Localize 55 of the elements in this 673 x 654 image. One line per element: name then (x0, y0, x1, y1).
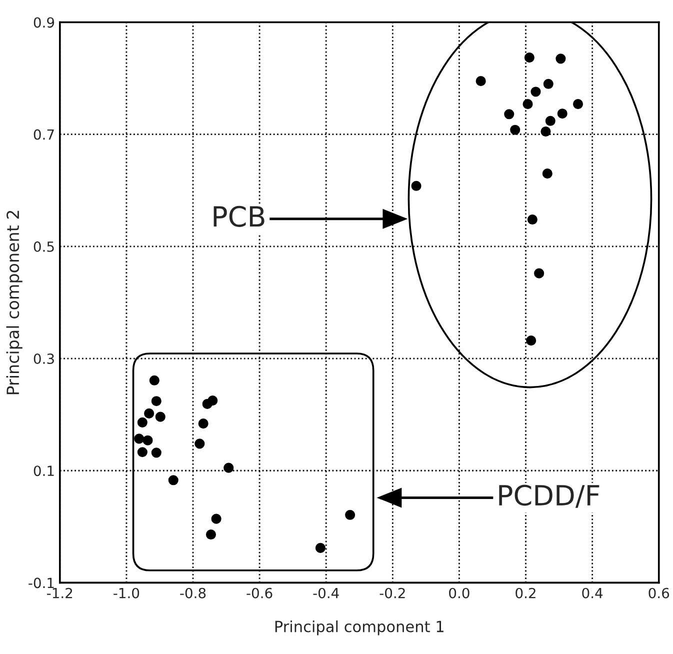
y-tick-label: 0.9 (34, 17, 54, 28)
x-tick-label: 0.2 (516, 588, 536, 598)
point (194, 438, 205, 449)
x-axis-title: Principal component 1 (275, 620, 444, 636)
y-tick-label: 0.3 (34, 353, 54, 364)
x-tick-label: 0.6 (648, 588, 670, 598)
point (534, 268, 544, 278)
x-tick-label: -0.4 (313, 588, 339, 598)
y-tick-label: 0.7 (34, 129, 54, 140)
y-tick-label: -0.1 (28, 578, 54, 588)
point (224, 462, 234, 473)
annotation: PCB (214, 206, 264, 227)
x-tick-label: -1.2 (47, 588, 72, 598)
point (530, 86, 541, 97)
point (151, 448, 162, 458)
x-tick-label: 0.0 (449, 588, 470, 598)
point (137, 447, 148, 458)
point (345, 510, 356, 520)
point (202, 398, 212, 409)
point (556, 54, 566, 64)
point (144, 408, 154, 418)
point (526, 336, 536, 346)
point (151, 396, 162, 406)
x-tick-label: -0.2 (380, 588, 405, 598)
point (557, 108, 568, 119)
point (572, 99, 584, 110)
point (168, 475, 178, 486)
x-tick-label: -0.6 (246, 588, 272, 598)
point (545, 116, 556, 126)
point (524, 52, 534, 63)
y-tick-label: 0.1 (34, 466, 54, 476)
point (155, 412, 166, 422)
point (543, 78, 554, 89)
point (134, 434, 144, 444)
x-tick-label: -0.8 (180, 588, 206, 598)
point (542, 168, 552, 179)
point (476, 76, 486, 86)
point (137, 417, 148, 428)
point (315, 542, 326, 553)
y-axis-title: Principal component 2 (6, 210, 22, 394)
point (211, 514, 222, 524)
point (510, 124, 520, 135)
point (522, 99, 533, 110)
point (142, 435, 153, 446)
point (149, 375, 160, 386)
y-tick-label: 0.5 (34, 241, 54, 252)
x-tick-label: -1.0 (114, 588, 140, 598)
annotation: PCDD/F (499, 484, 600, 508)
point (411, 180, 422, 191)
point (527, 214, 538, 225)
point (504, 109, 514, 120)
point (206, 529, 216, 540)
point (540, 126, 551, 137)
point (198, 418, 208, 429)
x-tick-label: 0.4 (582, 588, 603, 598)
